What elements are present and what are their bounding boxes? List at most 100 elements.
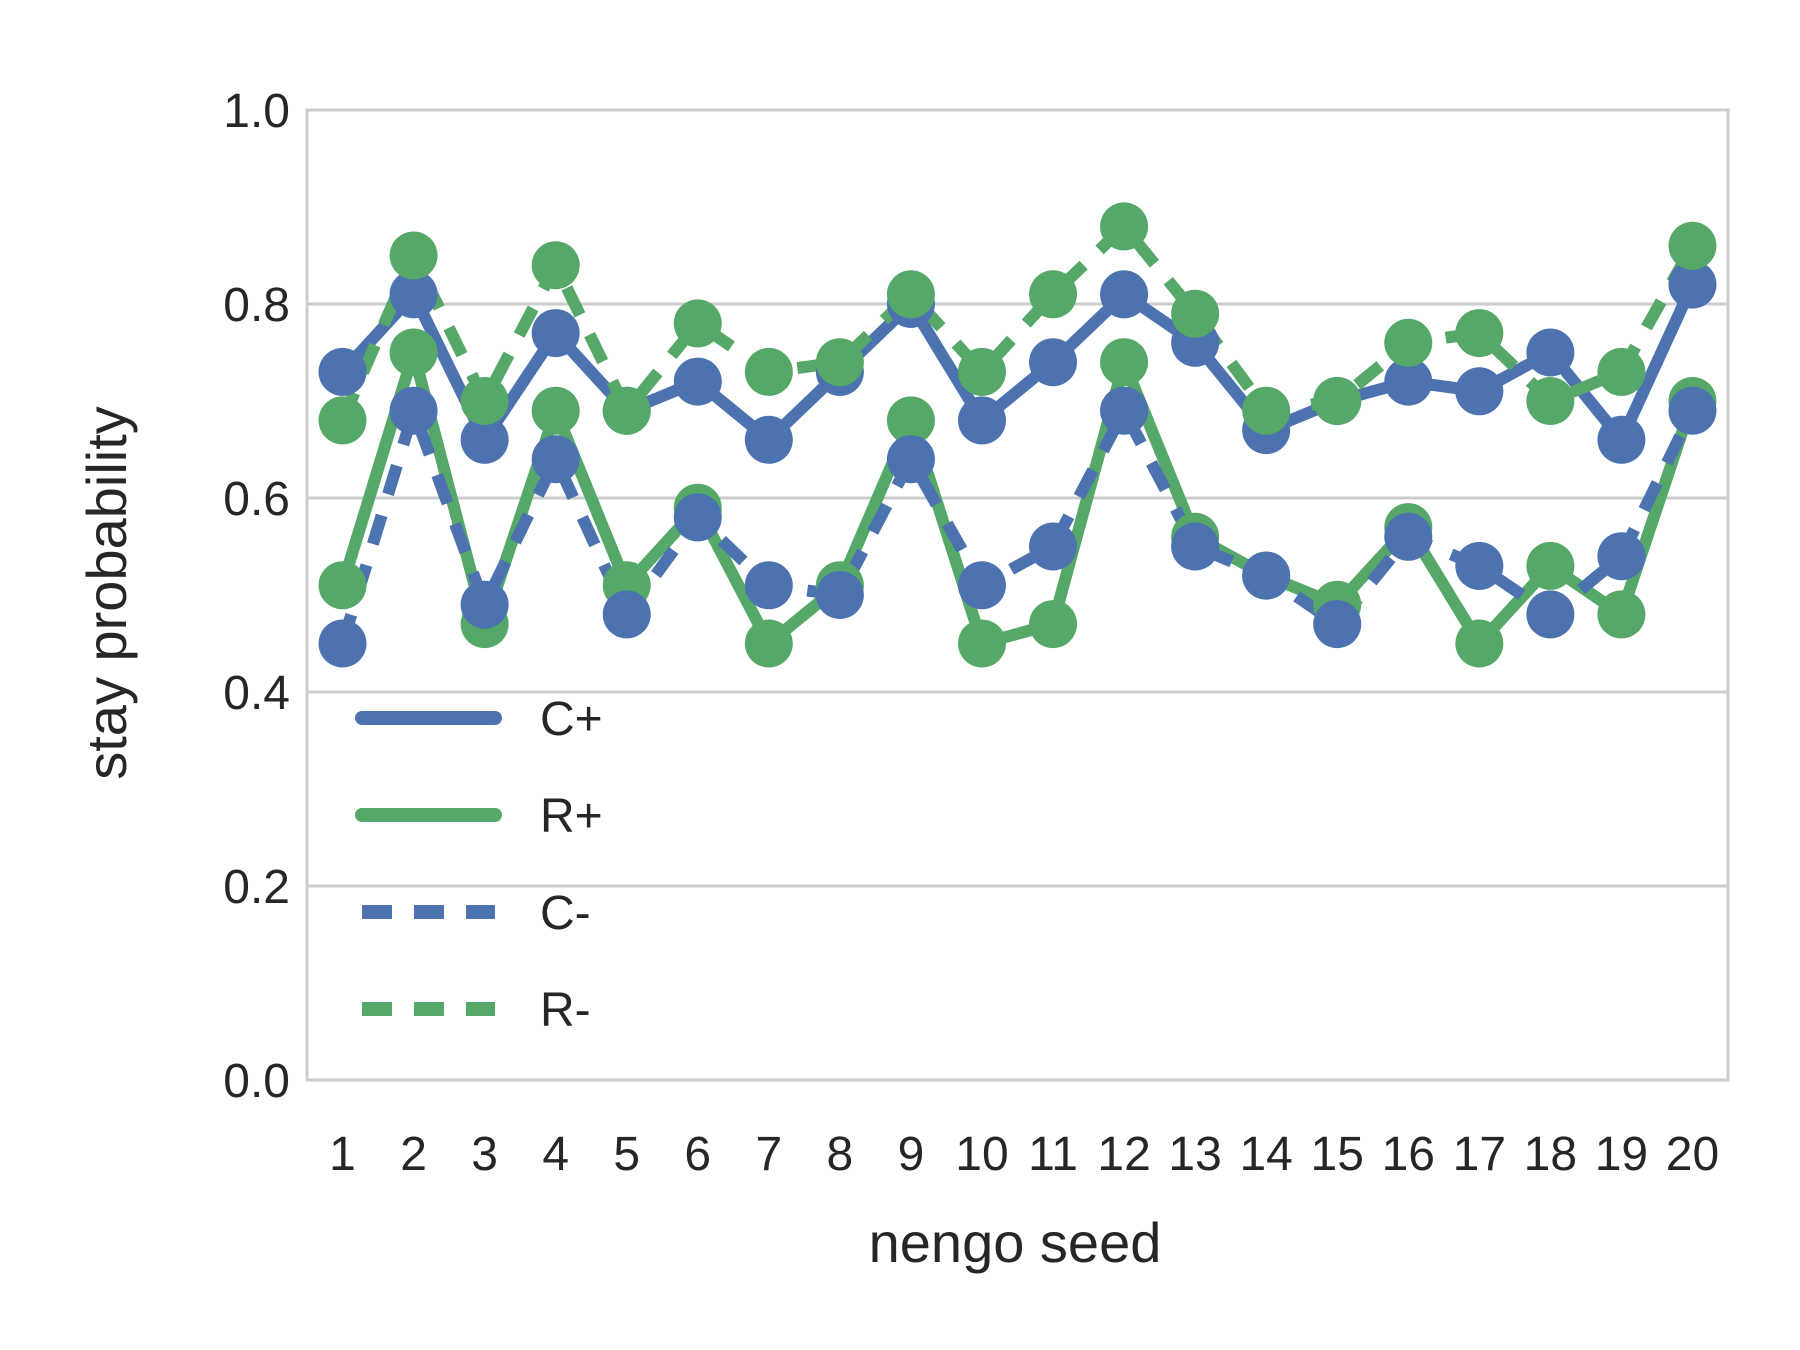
legend-label: C- xyxy=(540,887,591,940)
data-point-R- xyxy=(744,347,793,396)
data-point-R- xyxy=(318,396,367,445)
data-point-R- xyxy=(1668,221,1717,270)
x-tick-label: 2 xyxy=(400,1128,427,1181)
data-point-R- xyxy=(886,270,935,319)
legend-label: C+ xyxy=(540,693,603,746)
legend: C+ R+ C- R- xyxy=(355,693,603,1037)
data-point-C- xyxy=(744,561,793,610)
x-tick-label: 10 xyxy=(955,1128,1008,1181)
data-point-R- xyxy=(460,377,509,425)
plot-frame xyxy=(305,108,1730,1082)
data-point-C+ xyxy=(318,347,367,396)
data-point-C- xyxy=(602,590,651,639)
x-axis-label: nengo seed xyxy=(869,1211,1162,1274)
data-point-C- xyxy=(1526,590,1575,639)
x-tick-label: 1 xyxy=(329,1128,356,1181)
data-point-C+ xyxy=(1100,270,1149,319)
data-point-R- xyxy=(1171,289,1220,338)
data-point-R+ xyxy=(1526,541,1575,590)
data-point-R+ xyxy=(389,328,438,377)
data-point-C+ xyxy=(673,357,722,406)
data-point-C+ xyxy=(1029,338,1078,387)
data-point-C+ xyxy=(460,415,509,464)
data-point-C+ xyxy=(957,396,1006,445)
legend-label: R+ xyxy=(540,790,603,843)
data-point-C- xyxy=(1597,532,1646,581)
data-point-R- xyxy=(1597,347,1646,396)
data-point-C- xyxy=(1242,551,1291,600)
y-tick-label: 0.6 xyxy=(223,473,290,526)
data-point-C- xyxy=(389,386,438,435)
data-point-R- xyxy=(1029,270,1078,319)
data-point-R+ xyxy=(1029,600,1078,649)
data-point-R+ xyxy=(1597,590,1646,639)
y-axis-label: stay probability xyxy=(75,406,138,780)
y-tick-label: 0.2 xyxy=(223,861,290,914)
data-point-C+ xyxy=(531,309,580,358)
series-markers xyxy=(318,202,1717,668)
x-tick-label: 17 xyxy=(1453,1128,1506,1181)
data-point-R- xyxy=(531,241,580,290)
data-point-C- xyxy=(815,571,864,619)
data-point-C+ xyxy=(1526,328,1575,377)
data-point-R- xyxy=(1100,202,1149,251)
x-tick-label: 19 xyxy=(1595,1128,1648,1181)
data-point-C+ xyxy=(389,270,438,319)
data-point-C- xyxy=(1171,522,1220,571)
data-point-R+ xyxy=(318,561,367,610)
data-point-R+ xyxy=(744,619,793,668)
data-point-R- xyxy=(1242,386,1291,435)
x-tick-label: 9 xyxy=(898,1128,925,1181)
x-tick-label: 4 xyxy=(542,1128,569,1181)
x-tick-label: 5 xyxy=(613,1128,640,1181)
data-point-R+ xyxy=(886,396,935,445)
x-tick-label: 7 xyxy=(755,1128,782,1181)
data-point-C+ xyxy=(1455,367,1504,416)
data-point-C- xyxy=(1384,512,1433,561)
data-point-C+ xyxy=(1384,357,1433,406)
data-point-C+ xyxy=(744,415,793,464)
y-tick-label: 0.4 xyxy=(223,667,290,720)
x-tick-label: 6 xyxy=(684,1128,711,1181)
data-point-R- xyxy=(815,338,864,387)
data-point-R- xyxy=(1526,377,1575,425)
data-point-R+ xyxy=(531,386,580,435)
data-point-C- xyxy=(531,435,580,484)
x-axis-ticks: 1 2 3 4 5 6 7 8 9 10 11 12 13 14 15 16 17 18 19 20 xyxy=(329,1128,1719,1181)
data-point-C- xyxy=(1313,600,1362,649)
data-point-C- xyxy=(1668,386,1717,435)
data-point-R- xyxy=(673,299,722,348)
data-point-R- xyxy=(957,347,1006,396)
data-point-C- xyxy=(1455,541,1504,590)
data-point-C- xyxy=(673,493,722,542)
data-point-R+ xyxy=(1100,338,1149,387)
y-tick-label: 0.8 xyxy=(223,279,290,332)
x-tick-label: 11 xyxy=(1028,1128,1078,1181)
x-tick-label: 14 xyxy=(1239,1128,1292,1181)
data-point-R+ xyxy=(1455,619,1504,668)
x-tick-label: 12 xyxy=(1097,1128,1150,1181)
y-tick-label: 1.0 xyxy=(223,85,290,138)
data-point-C+ xyxy=(1597,415,1646,464)
data-point-R- xyxy=(1384,318,1433,367)
data-point-R- xyxy=(1455,309,1504,358)
data-point-C- xyxy=(1029,522,1078,571)
data-point-C+ xyxy=(1668,260,1717,309)
x-tick-label: 15 xyxy=(1311,1128,1364,1181)
y-axis-ticks: 0.0 0.2 0.4 0.6 0.8 1.0 xyxy=(223,85,290,1108)
data-point-C- xyxy=(886,435,935,484)
data-point-C- xyxy=(1100,386,1149,435)
data-point-R- xyxy=(1313,377,1362,425)
x-tick-label: 16 xyxy=(1382,1128,1435,1181)
x-tick-label: 8 xyxy=(827,1128,854,1181)
data-point-C- xyxy=(460,580,509,629)
data-point-R- xyxy=(602,386,651,435)
x-tick-label: 3 xyxy=(471,1128,498,1181)
data-point-R+ xyxy=(957,619,1006,668)
data-point-R- xyxy=(389,231,438,280)
x-tick-label: 20 xyxy=(1666,1128,1719,1181)
y-tick-label: 0.0 xyxy=(223,1055,290,1108)
x-tick-label: 13 xyxy=(1168,1128,1221,1181)
